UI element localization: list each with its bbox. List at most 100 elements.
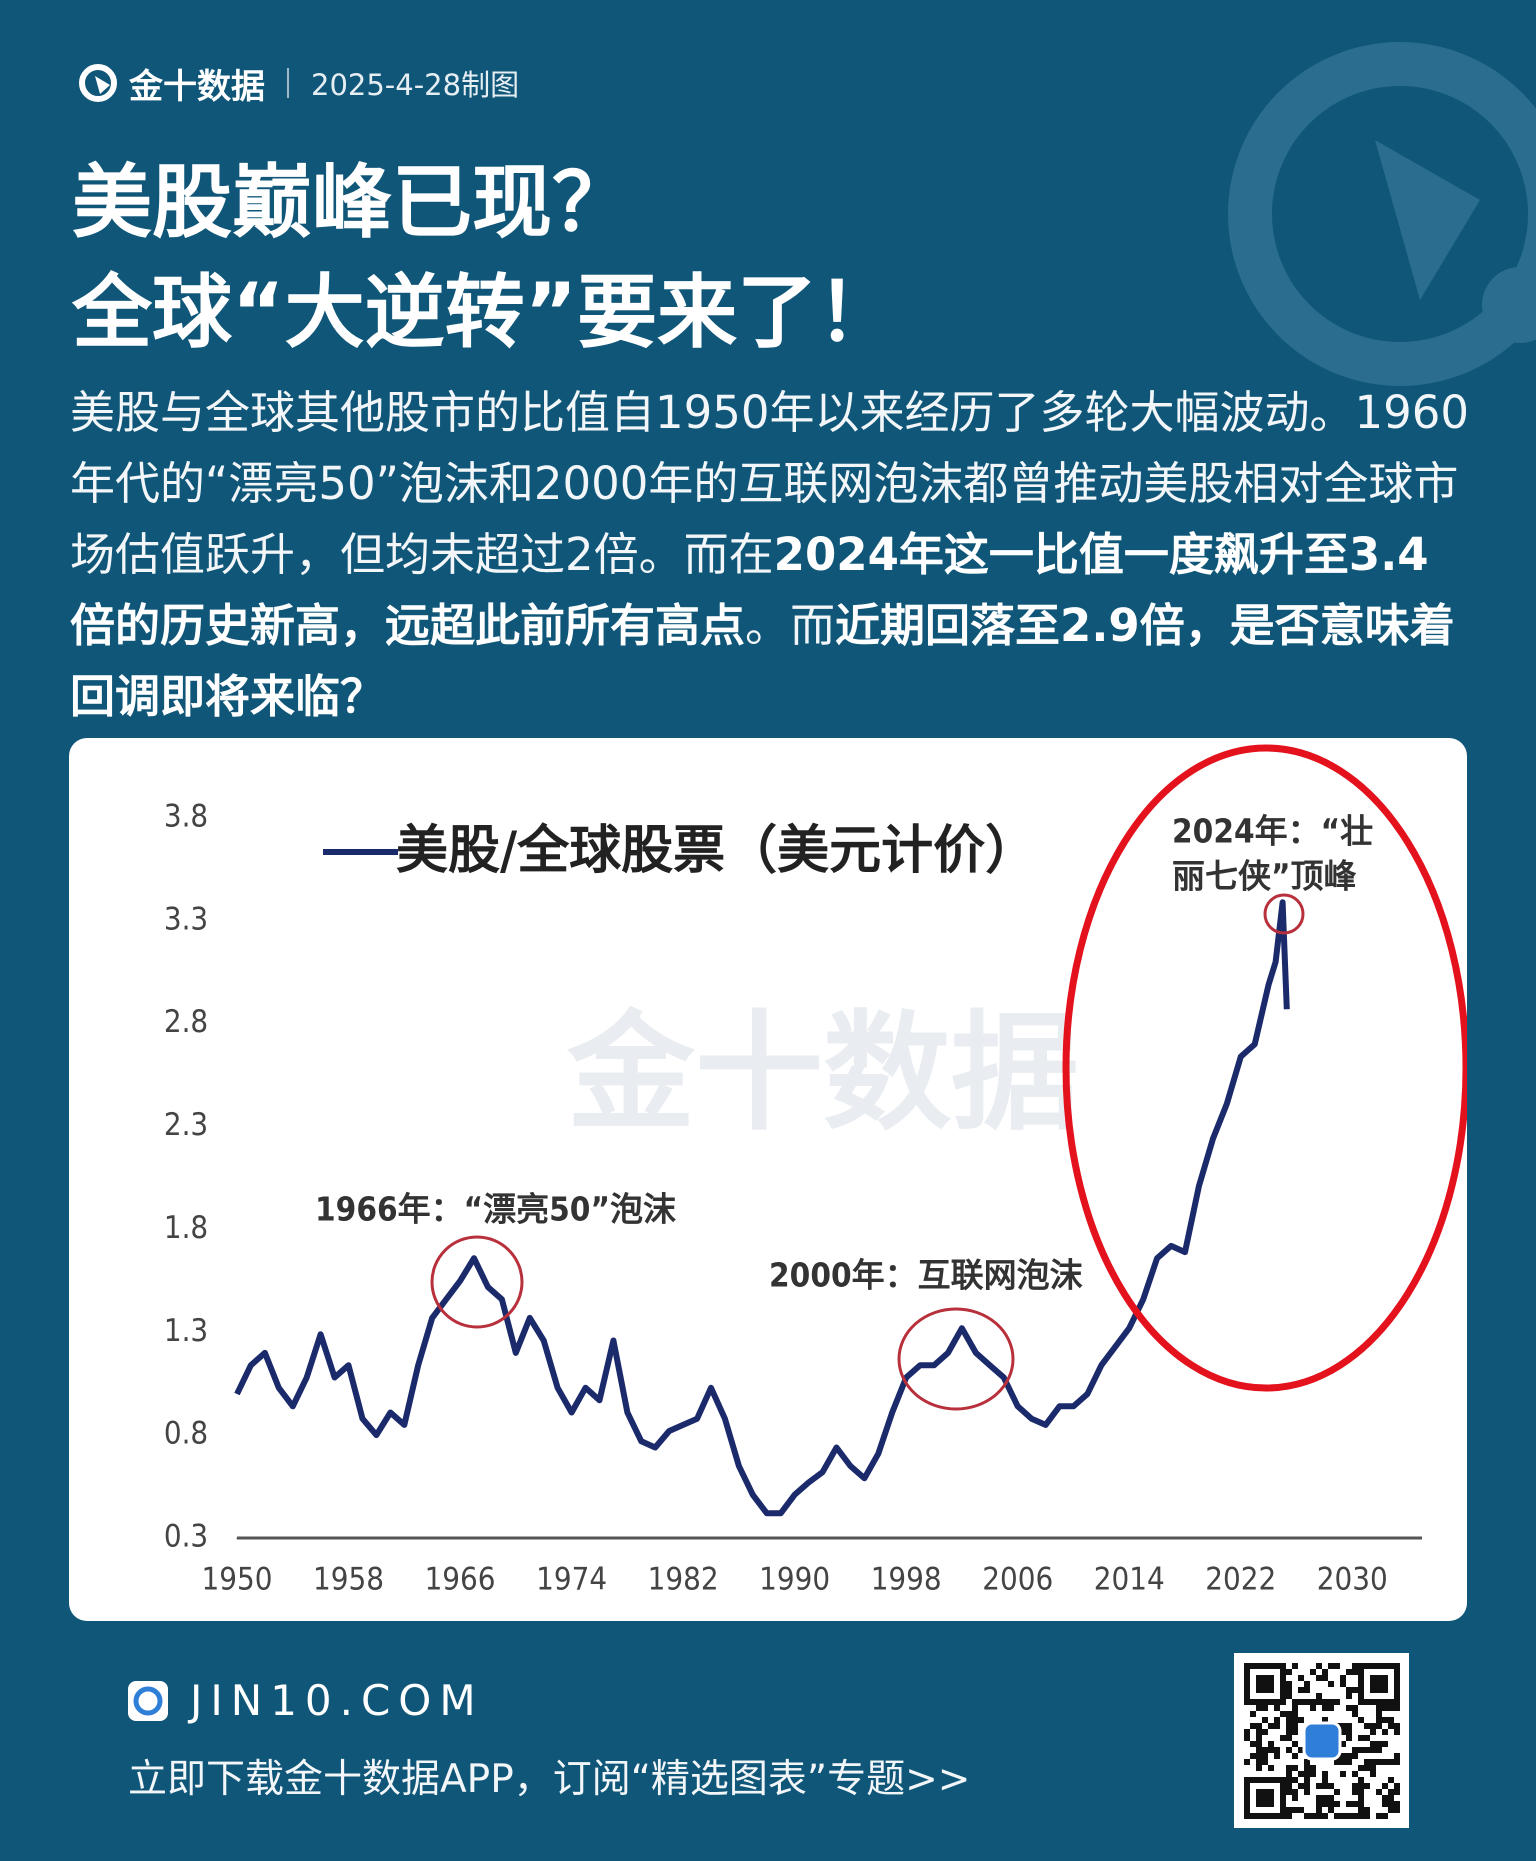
qr-module bbox=[1334, 1813, 1340, 1819]
qr-module bbox=[1358, 1795, 1364, 1801]
qr-module bbox=[1268, 1747, 1274, 1753]
date: 2025-4-28制图 bbox=[311, 68, 520, 102]
qr-module bbox=[1382, 1795, 1388, 1801]
qr-module bbox=[1262, 1753, 1268, 1759]
qr-module bbox=[1310, 1705, 1316, 1711]
qr-module bbox=[1256, 1729, 1262, 1735]
qr-module bbox=[1292, 1699, 1298, 1705]
qr-module bbox=[1286, 1687, 1292, 1693]
qr-module bbox=[1376, 1711, 1382, 1717]
qr-module bbox=[1256, 1765, 1262, 1771]
qr-module bbox=[1310, 1813, 1316, 1819]
annotation: 丽七侠”顶峰 bbox=[1172, 857, 1357, 896]
qr-module bbox=[1256, 1747, 1262, 1753]
qr-module bbox=[1292, 1807, 1298, 1813]
qr-module bbox=[1304, 1813, 1310, 1819]
qr-module bbox=[1304, 1699, 1310, 1705]
site: JIN10.COM bbox=[190, 1676, 484, 1725]
highlight-circle bbox=[1263, 893, 1305, 935]
qr-module bbox=[1394, 1783, 1400, 1789]
qr-module bbox=[1394, 1801, 1400, 1807]
qr-logo bbox=[1302, 1721, 1342, 1761]
qr-module bbox=[1298, 1783, 1304, 1789]
qr-module bbox=[1244, 1759, 1250, 1765]
qr-module bbox=[1286, 1765, 1292, 1771]
qr-module bbox=[1262, 1717, 1268, 1723]
qr-module bbox=[1376, 1717, 1382, 1723]
x-tick-label: 1974 bbox=[536, 1562, 607, 1598]
qr-module bbox=[1394, 1729, 1400, 1735]
qr-module bbox=[1388, 1789, 1394, 1795]
y-tick-label: 0.3 bbox=[164, 1519, 208, 1555]
qr-module bbox=[1370, 1729, 1376, 1735]
qr-module bbox=[1316, 1675, 1322, 1681]
legend-label: 美股/全球股票（美元计价） bbox=[396, 821, 1037, 881]
qr-module bbox=[1340, 1759, 1346, 1765]
qr-module bbox=[1304, 1681, 1310, 1687]
title-line: 美股巅峰已现？ bbox=[72, 156, 632, 249]
qr-module bbox=[1358, 1735, 1364, 1741]
qr-module bbox=[1298, 1807, 1304, 1813]
qr-module bbox=[1244, 1735, 1250, 1741]
qr-module bbox=[1250, 1711, 1256, 1717]
qr-module bbox=[1364, 1759, 1370, 1765]
qr-module bbox=[1352, 1705, 1358, 1711]
qr-module bbox=[1376, 1705, 1382, 1711]
qr-module bbox=[1382, 1783, 1388, 1789]
qr-module bbox=[1358, 1777, 1364, 1783]
x-tick-label: 1958 bbox=[313, 1562, 384, 1598]
qr-module bbox=[1388, 1759, 1394, 1765]
qr-module bbox=[1352, 1813, 1358, 1819]
qr-module bbox=[1352, 1687, 1358, 1693]
qr-module bbox=[1382, 1705, 1388, 1711]
qr-module bbox=[1292, 1741, 1298, 1747]
qr-module bbox=[1256, 1735, 1262, 1741]
qr-module bbox=[1268, 1741, 1274, 1747]
qr-module bbox=[1382, 1717, 1388, 1723]
qr-module bbox=[1334, 1789, 1340, 1795]
qr-module bbox=[1292, 1729, 1298, 1735]
header: 金十数据 2025-4-28制图 bbox=[77, 60, 520, 107]
qr-module bbox=[1346, 1669, 1352, 1675]
qr-module bbox=[1250, 1723, 1256, 1729]
qr-module bbox=[1316, 1807, 1322, 1813]
qr-module bbox=[1286, 1789, 1292, 1795]
qr-module bbox=[1388, 1801, 1394, 1807]
qr-module bbox=[1298, 1717, 1304, 1723]
qr-module bbox=[1340, 1771, 1346, 1777]
qr-module bbox=[1352, 1711, 1358, 1717]
footer-icon-ring bbox=[133, 1686, 163, 1716]
qr-module bbox=[1310, 1765, 1316, 1771]
intro: 美股与全球其他股市的比值自1950年以来经历了多轮大幅波动。1960年代的“漂亮… bbox=[70, 377, 1470, 732]
qr-module bbox=[1256, 1723, 1262, 1729]
qr-module bbox=[1376, 1789, 1382, 1795]
qr-module bbox=[1364, 1765, 1370, 1771]
qr-module bbox=[1262, 1729, 1268, 1735]
qr-module bbox=[1358, 1801, 1364, 1807]
qr-module bbox=[1268, 1723, 1274, 1729]
x-tick-label: 2006 bbox=[982, 1562, 1053, 1598]
qr-module bbox=[1256, 1741, 1262, 1747]
qr-module bbox=[1352, 1789, 1358, 1795]
x-tick-label: 2014 bbox=[1094, 1562, 1165, 1598]
qr-module bbox=[1346, 1705, 1352, 1711]
qr-module bbox=[1250, 1741, 1256, 1747]
qr-module bbox=[1310, 1771, 1316, 1777]
x-tick-label: 1998 bbox=[871, 1562, 942, 1598]
qr-module bbox=[1340, 1723, 1346, 1729]
series-line bbox=[234, 899, 1290, 1517]
qr-module bbox=[1388, 1717, 1394, 1723]
highlight-circle bbox=[897, 1307, 1015, 1411]
cta: 立即下载金十数据APP，订阅“精选图表”专题>> bbox=[128, 1757, 971, 1802]
intro-text: 。而 bbox=[745, 599, 836, 652]
qr-module bbox=[1292, 1795, 1298, 1801]
logo-icon bbox=[79, 64, 117, 102]
x-tick-label: 1990 bbox=[759, 1562, 830, 1598]
qr-module bbox=[1364, 1783, 1370, 1789]
qr-module bbox=[1346, 1801, 1352, 1807]
qr-module bbox=[1286, 1723, 1292, 1729]
watermark: 金十数据 bbox=[566, 999, 1079, 1148]
qr-module bbox=[1370, 1741, 1376, 1747]
qr-module bbox=[1346, 1753, 1352, 1759]
